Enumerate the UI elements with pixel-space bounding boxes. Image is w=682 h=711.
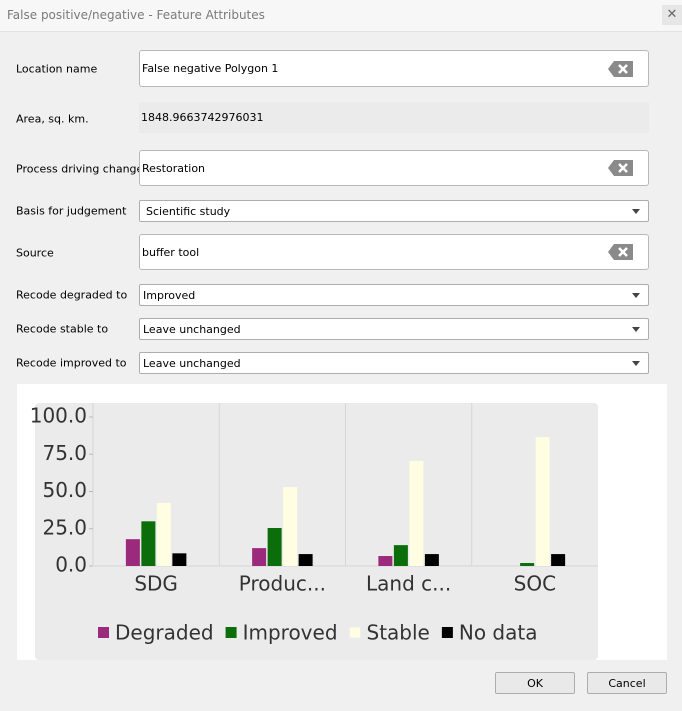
clear-button[interactable] — [608, 60, 634, 78]
field-label: Recode degraded to — [16, 288, 128, 302]
x-tick-label: SDG — [134, 572, 178, 596]
bar — [378, 556, 393, 566]
y-tick-label: 100.0 — [30, 404, 87, 428]
x-tick-label: Produc... — [239, 572, 326, 596]
input-value: Restoration — [142, 161, 206, 175]
field-label: Process driving change — [16, 162, 144, 176]
field-value: 1848.9663742976031 — [141, 111, 264, 124]
y-tick-label: 75.0 — [42, 441, 87, 465]
field-label: Location name — [16, 62, 98, 76]
bar — [172, 553, 187, 566]
y-tick-label: 25.0 — [42, 515, 87, 539]
dropdown-arrow — [632, 293, 640, 298]
legend-swatch — [225, 627, 237, 638]
legend-label: Stable — [367, 621, 430, 645]
bar — [125, 539, 140, 566]
x-tick-label: SOC — [514, 572, 556, 596]
legend-swatch — [98, 627, 109, 638]
dropdown-arrow — [632, 327, 640, 332]
legend-swatch — [349, 626, 362, 639]
bar — [551, 554, 566, 566]
field-label: Area, sq. km. — [16, 112, 89, 126]
input-value: buffer tool — [142, 245, 200, 259]
bar — [298, 554, 313, 566]
combo-value: Leave unchanged — [143, 322, 241, 336]
field-label: Recode stable to — [16, 322, 109, 336]
combo-box[interactable]: Scientific study — [139, 200, 649, 222]
bar — [141, 521, 156, 566]
combo-box[interactable]: Leave unchanged — [139, 318, 649, 340]
text-input[interactable]: Restoration — [139, 150, 649, 186]
y-tick-label: 50.0 — [42, 478, 87, 502]
readonly-field: 1848.9663742976031 — [139, 102, 649, 133]
field-label: Source — [16, 246, 54, 260]
text-input[interactable]: False negative Polygon 1 — [139, 50, 649, 87]
close-button[interactable]: ✕ — [662, 5, 682, 25]
combo-box[interactable]: Leave unchanged — [139, 352, 649, 374]
cancel-button[interactable]: Cancel — [587, 672, 667, 694]
bar — [535, 437, 550, 566]
chart: 0.0 25.0 50.0 75.0 100.0 SDG Produc... Land c..… — [17, 384, 667, 660]
bar — [520, 563, 535, 566]
legend-label: Improved — [243, 621, 338, 645]
dropdown-arrow — [632, 209, 640, 214]
legend-label: No data — [459, 621, 538, 645]
window-title: False positive/negative - Feature Attrib… — [7, 8, 265, 22]
title-bar — [0, 0, 682, 32]
ok-button[interactable]: OK — [495, 672, 575, 694]
dropdown-arrow — [632, 361, 640, 366]
combo-value: Scientific study — [146, 204, 231, 218]
bar — [393, 545, 408, 566]
bar — [156, 502, 171, 566]
clear-button[interactable] — [608, 243, 634, 261]
combo-value: Improved — [143, 288, 196, 302]
legend-label: Degraded — [115, 621, 214, 645]
field-label: Basis for judgement — [16, 204, 127, 218]
bar — [409, 460, 424, 566]
y-tick-label: 0.0 — [55, 553, 87, 577]
bar — [267, 528, 282, 566]
x-tick-label: Land c... — [366, 572, 451, 596]
legend-swatch — [441, 627, 453, 638]
combo-box[interactable]: Improved — [139, 284, 649, 306]
input-value: False negative Polygon 1 — [142, 62, 279, 75]
plot-background — [35, 403, 598, 660]
combo-value: Leave unchanged — [143, 356, 241, 370]
field-label: Recode improved to — [16, 356, 127, 370]
bar — [283, 487, 298, 566]
clear-button[interactable] — [608, 159, 634, 177]
text-input[interactable]: buffer tool — [139, 234, 649, 270]
bar — [252, 548, 267, 566]
bar — [424, 554, 439, 566]
